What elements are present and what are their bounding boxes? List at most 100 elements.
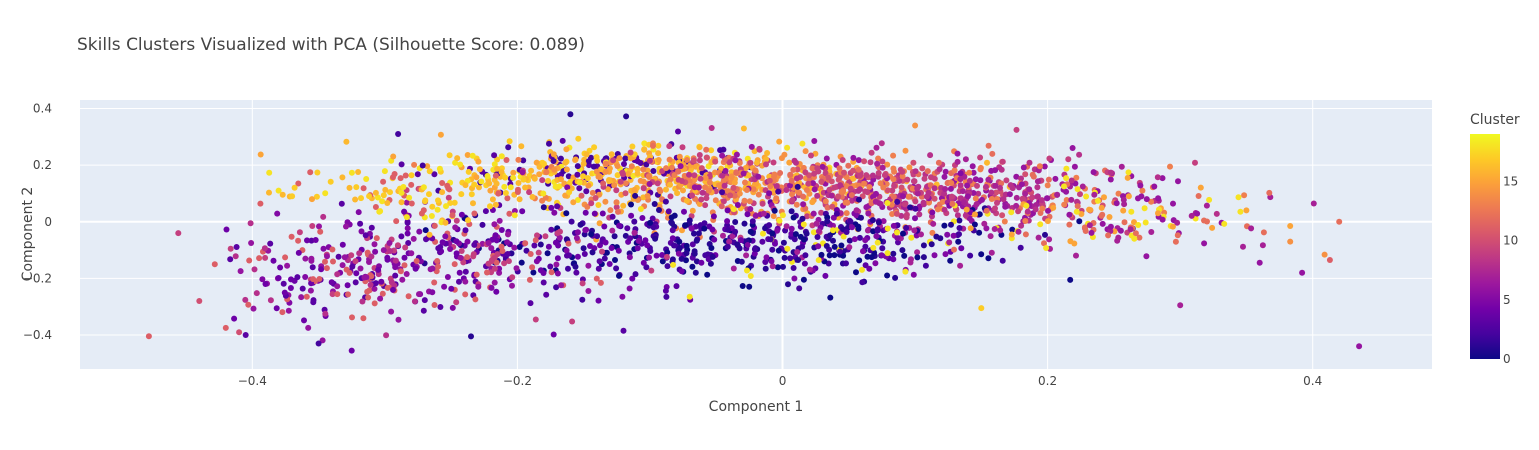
data-point: [780, 239, 787, 246]
data-point: [654, 180, 661, 187]
data-point: [614, 172, 621, 179]
data-point: [691, 157, 697, 164]
data-point: [634, 170, 641, 177]
data-point: [421, 297, 428, 304]
data-point: [912, 215, 918, 222]
data-point: [1013, 173, 1020, 180]
data-point: [343, 138, 350, 145]
data-point: [329, 291, 336, 298]
data-point: [222, 324, 229, 331]
data-point: [846, 244, 853, 251]
data-point: [611, 233, 618, 240]
x-tick-labels: −0.4 −0.2 0 0.2 0.4: [238, 374, 1323, 388]
data-point: [451, 261, 458, 268]
data-point: [869, 217, 876, 224]
data-point: [426, 168, 433, 175]
data-point: [1065, 156, 1072, 163]
data-point: [718, 203, 725, 210]
data-point: [770, 159, 777, 166]
data-point: [1127, 226, 1134, 233]
data-point: [253, 290, 260, 297]
data-point: [760, 210, 767, 217]
data-point: [703, 146, 710, 153]
data-point: [426, 231, 433, 238]
data-point: [471, 210, 478, 217]
data-point: [696, 144, 703, 151]
data-point: [1026, 186, 1033, 193]
data-point: [647, 248, 654, 254]
data-point: [327, 178, 334, 185]
data-point: [617, 178, 624, 185]
data-point: [374, 194, 381, 201]
data-point: [829, 203, 836, 210]
data-point: [1174, 232, 1181, 239]
data-point: [783, 187, 790, 193]
data-point: [1038, 197, 1045, 204]
data-point: [977, 177, 984, 184]
data-point: [644, 242, 651, 249]
data-point: [890, 250, 897, 257]
data-point: [733, 151, 740, 158]
data-point: [870, 228, 877, 235]
data-point: [891, 182, 898, 189]
data-point: [435, 263, 441, 270]
data-point: [472, 296, 479, 303]
data-point: [623, 180, 629, 187]
data-point: [348, 169, 355, 176]
data-point: [985, 255, 992, 262]
data-point: [1094, 197, 1101, 204]
data-point: [746, 198, 753, 205]
data-point: [522, 240, 529, 247]
data-point: [831, 184, 838, 191]
data-point: [371, 241, 378, 248]
data-point: [766, 222, 773, 229]
data-point: [962, 156, 969, 163]
data-point: [452, 159, 459, 166]
data-point: [824, 218, 831, 225]
data-point: [1033, 202, 1040, 208]
data-point: [338, 200, 345, 207]
data-point: [320, 213, 327, 220]
data-point: [788, 177, 795, 184]
data-point: [536, 171, 543, 178]
data-point: [587, 243, 593, 249]
data-point: [364, 249, 371, 256]
data-point: [431, 171, 438, 178]
data-point: [453, 250, 460, 257]
data-point: [720, 232, 726, 239]
data-point: [1043, 245, 1050, 251]
data-point: [1138, 193, 1145, 200]
data-point: [826, 252, 833, 259]
data-point: [814, 165, 821, 172]
data-point: [280, 280, 287, 287]
data-point: [1086, 222, 1093, 229]
data-point: [875, 170, 882, 176]
data-point: [349, 263, 356, 270]
data-point: [902, 147, 909, 154]
data-point: [245, 301, 252, 308]
data-point: [619, 293, 626, 300]
data-point: [491, 161, 498, 168]
data-point: [447, 200, 454, 206]
data-point: [387, 248, 394, 254]
data-point: [793, 175, 800, 182]
data-point: [1169, 223, 1176, 230]
data-point: [256, 255, 263, 262]
data-point: [969, 163, 976, 170]
data-point: [951, 167, 958, 174]
data-point: [322, 190, 329, 197]
chart-title: Skills Clusters Visualized with PCA (Sil…: [77, 35, 585, 55]
data-point: [708, 125, 715, 131]
data-point: [815, 243, 822, 250]
data-point: [392, 264, 399, 271]
data-point: [585, 262, 592, 269]
data-point: [299, 285, 306, 292]
data-point: [742, 179, 748, 186]
data-point: [724, 243, 731, 250]
data-point: [423, 236, 429, 243]
data-point: [733, 169, 740, 176]
data-point: [1241, 192, 1248, 199]
data-point: [420, 307, 427, 314]
data-point: [859, 266, 865, 273]
data-point: [553, 261, 560, 268]
